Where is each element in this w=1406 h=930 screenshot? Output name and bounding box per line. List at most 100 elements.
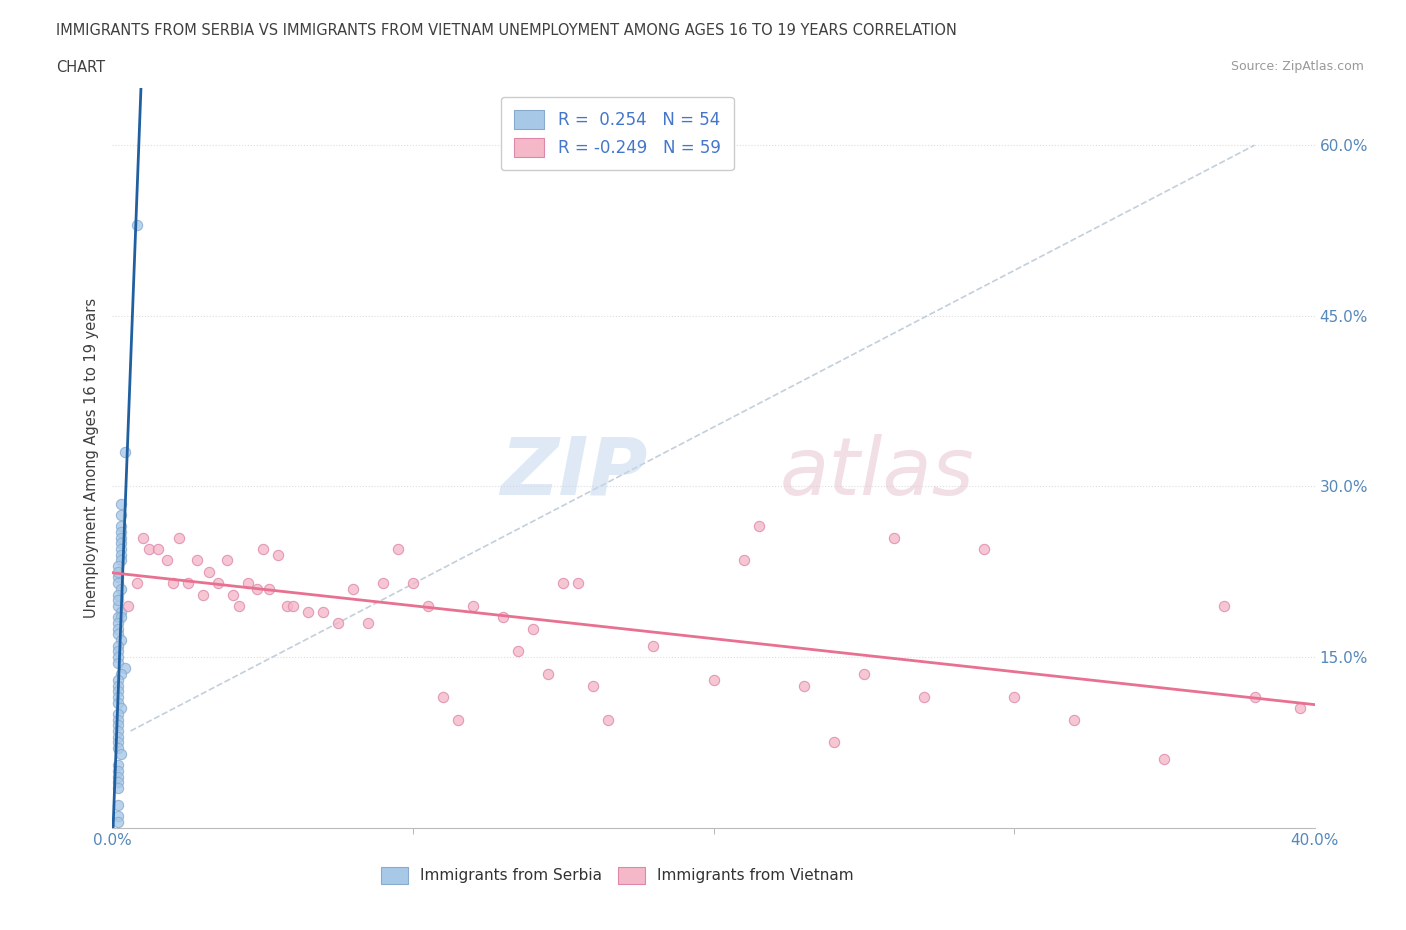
Point <box>107 599 129 614</box>
Point <box>107 798 129 813</box>
Point <box>107 672 129 687</box>
Point <box>110 541 132 556</box>
Point <box>107 610 129 625</box>
Y-axis label: Unemployment Among Ages 16 to 19 years: Unemployment Among Ages 16 to 19 years <box>83 298 98 618</box>
Point <box>125 218 148 232</box>
Point <box>110 496 132 511</box>
Point <box>114 445 136 459</box>
Point <box>643 638 665 653</box>
Point <box>107 621 129 636</box>
Point <box>1063 712 1085 727</box>
Point <box>110 525 132 539</box>
Point <box>155 553 177 568</box>
Point <box>110 604 132 619</box>
Point <box>276 599 298 614</box>
Point <box>371 576 394 591</box>
Point <box>110 667 132 682</box>
Point <box>823 735 845 750</box>
Point <box>110 746 132 761</box>
Point <box>107 758 129 773</box>
Point <box>131 530 153 545</box>
Point <box>107 712 129 727</box>
Point <box>342 581 364 596</box>
Point <box>107 570 129 585</box>
Text: ZIP: ZIP <box>501 433 647 512</box>
Point <box>107 678 129 693</box>
Point <box>432 689 454 704</box>
Point <box>257 581 280 596</box>
Point <box>146 541 169 556</box>
Point <box>207 576 229 591</box>
Point <box>598 712 620 727</box>
Point <box>167 530 190 545</box>
Point <box>107 729 129 744</box>
Point <box>267 547 290 562</box>
Point <box>107 576 129 591</box>
Point <box>107 656 129 671</box>
Legend: Immigrants from Serbia, Immigrants from Vietnam: Immigrants from Serbia, Immigrants from … <box>374 860 860 890</box>
Point <box>197 565 219 579</box>
Point <box>125 576 148 591</box>
Point <box>107 559 129 574</box>
Point <box>326 616 349 631</box>
Point <box>402 576 425 591</box>
Point <box>1002 689 1025 704</box>
Point <box>107 587 129 602</box>
Point <box>492 610 515 625</box>
Point <box>252 541 274 556</box>
Point <box>107 592 129 607</box>
Point <box>107 775 129 790</box>
Point <box>312 604 335 619</box>
Point <box>107 644 129 658</box>
Point <box>110 547 132 562</box>
Point <box>357 616 380 631</box>
Point <box>553 576 575 591</box>
Point <box>537 667 560 682</box>
Point <box>107 689 129 704</box>
Point <box>107 769 129 784</box>
Point <box>416 599 439 614</box>
Point <box>110 581 132 596</box>
Point <box>107 780 129 795</box>
Point <box>114 661 136 676</box>
Point <box>522 621 544 636</box>
Point <box>1213 599 1236 614</box>
Point <box>110 632 132 647</box>
Point <box>793 678 815 693</box>
Point <box>222 587 245 602</box>
Point <box>107 616 129 631</box>
Point <box>107 627 129 642</box>
Point <box>138 541 160 556</box>
Point <box>883 530 905 545</box>
Point <box>110 508 132 523</box>
Point <box>461 599 484 614</box>
Point <box>582 678 605 693</box>
Point <box>107 815 129 830</box>
Point <box>567 576 589 591</box>
Point <box>107 650 129 665</box>
Point <box>852 667 875 682</box>
Point <box>912 689 935 704</box>
Point <box>748 519 770 534</box>
Point <box>107 724 129 738</box>
Point <box>176 576 198 591</box>
Point <box>117 599 139 614</box>
Text: atlas: atlas <box>780 433 974 512</box>
Point <box>215 553 238 568</box>
Point <box>110 701 132 716</box>
Point <box>281 599 304 614</box>
Point <box>107 684 129 698</box>
Text: Source: ZipAtlas.com: Source: ZipAtlas.com <box>1230 60 1364 73</box>
Point <box>107 565 129 579</box>
Point <box>107 735 129 750</box>
Point <box>297 604 319 619</box>
Point <box>110 536 132 551</box>
Point <box>110 519 132 534</box>
Point <box>107 638 129 653</box>
Point <box>1288 701 1310 716</box>
Point <box>107 707 129 722</box>
Point <box>110 553 132 568</box>
Point <box>228 599 250 614</box>
Point <box>1243 689 1265 704</box>
Point <box>236 576 259 591</box>
